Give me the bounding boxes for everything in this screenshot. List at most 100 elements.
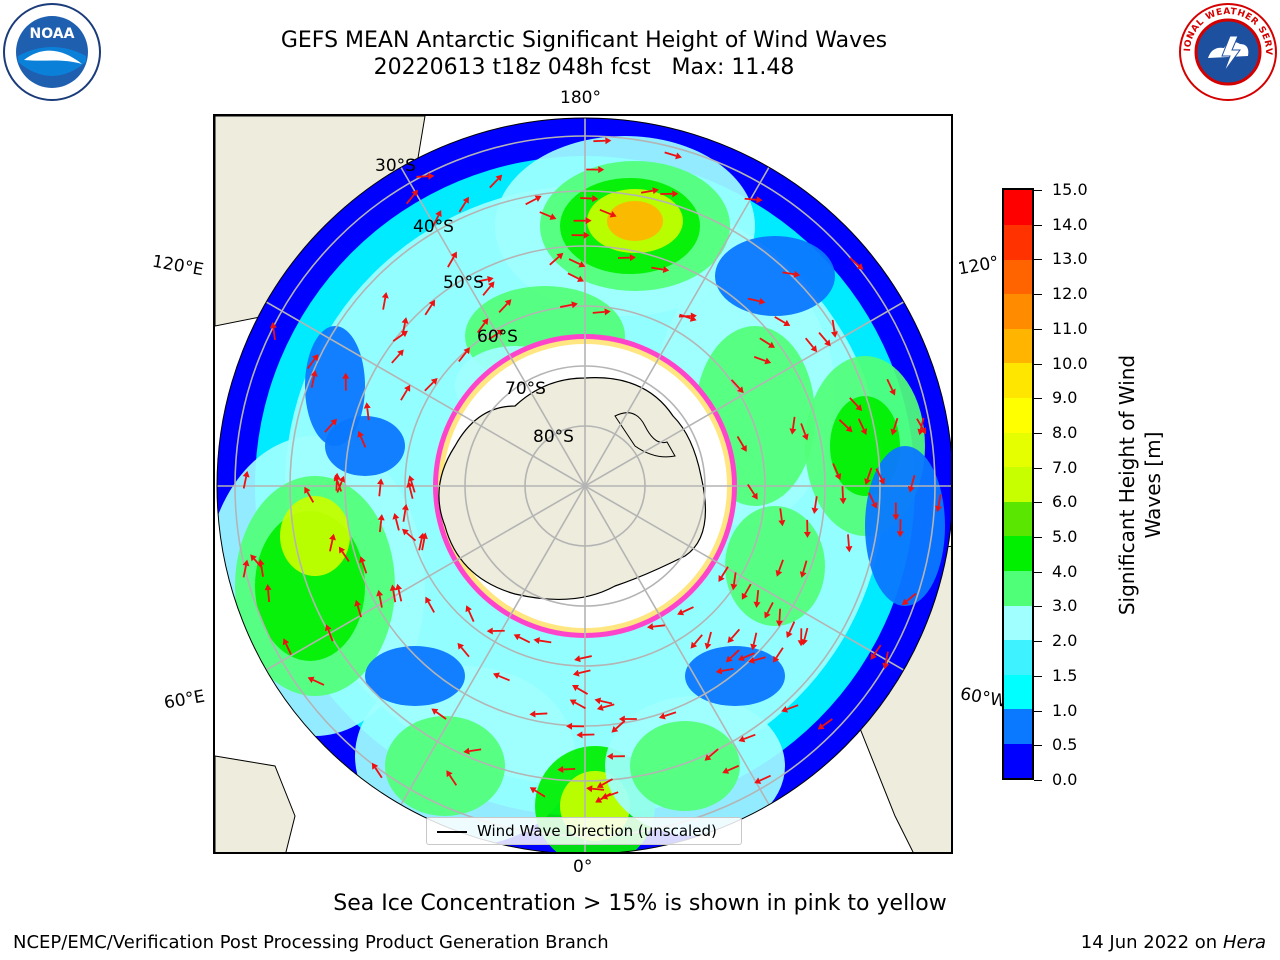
- colorbar-segment: [1004, 535, 1032, 571]
- wave-direction-arrow: [617, 254, 636, 262]
- colorbar-tick-label: 2.0: [1052, 631, 1078, 651]
- wave-direction-arrow: [606, 752, 625, 760]
- wave-direction-arrow: [892, 502, 900, 521]
- colorbar-tick-label: 11.0: [1052, 318, 1088, 338]
- lon-label-60e: 60°E: [162, 686, 207, 714]
- lon-label-0: 0°: [573, 857, 593, 877]
- wave-direction-arrow: [736, 435, 747, 452]
- wave-direction-arrow: [377, 478, 384, 497]
- wave-direction-arrow: [704, 631, 712, 650]
- colorbar-tick-label: 10.0: [1052, 353, 1088, 373]
- wave-direction-arrow: [250, 554, 263, 569]
- wave-direction-arrow: [463, 747, 482, 755]
- wave-direction-arrow: [325, 624, 334, 642]
- latitude-label: 40°S: [413, 217, 454, 237]
- wave-direction-arrow: [432, 210, 442, 227]
- colorbar-tick-label: 15.0: [1052, 180, 1088, 199]
- wave-direction-arrow: [569, 699, 586, 710]
- wave-direction-arrow: [549, 252, 564, 266]
- wave-direction-arrow: [660, 190, 679, 198]
- wave-direction-arrow: [391, 349, 404, 364]
- wind-wave-arrows: [242, 137, 943, 803]
- wave-direction-arrow: [329, 533, 336, 552]
- wave-direction-arrow: [465, 605, 475, 622]
- sea-ice-note: Sea Ice Concentration > 15% is shown in …: [333, 891, 947, 916]
- wave-direction-arrow: [458, 347, 470, 362]
- lon-label-60w: 60°W: [958, 684, 1009, 712]
- wave-direction-arrow: [573, 217, 592, 225]
- wave-direction-arrow: [718, 566, 729, 582]
- wave-direction-arrow: [679, 313, 697, 322]
- noaa-logo: NOAA: [3, 3, 101, 101]
- wave-direction-arrow: [586, 166, 605, 174]
- wave-blob: [385, 716, 505, 816]
- land-antarctic-peninsula: [614, 412, 676, 458]
- wave-blob: [715, 236, 835, 316]
- colorbar-segment: [1004, 293, 1032, 329]
- map-legend: Wind Wave Direction (unscaled): [426, 817, 742, 845]
- colorbar-tick: [1034, 537, 1042, 539]
- wave-direction-arrow: [529, 710, 548, 718]
- colorbar-tick-label: 0.0: [1052, 770, 1078, 789]
- colorbar-tick: [1034, 398, 1042, 400]
- colorbar-segment: [1004, 743, 1032, 778]
- wave-direction-arrow: [431, 708, 447, 720]
- wave-direction-arrow: [342, 372, 350, 391]
- colorbar-tick-label: 7.0: [1052, 457, 1078, 477]
- wave-direction-arrow: [424, 378, 438, 392]
- wave-direction-arrow: [338, 546, 350, 563]
- wave-direction-arrow: [773, 647, 784, 663]
- wave-direction-arrow: [744, 196, 763, 204]
- wave-direction-arrow: [593, 137, 612, 145]
- wave-direction-arrow: [482, 281, 495, 296]
- colorbar-segment: [1004, 674, 1032, 710]
- wave-direction-arrow: [886, 378, 896, 396]
- wave-direction-arrow: [753, 355, 772, 365]
- lon-label-180: 180°: [560, 88, 601, 108]
- wave-direction-arrow: [764, 602, 774, 619]
- wave-direction-arrow: [525, 195, 542, 206]
- wave-direction-arrow: [574, 655, 592, 663]
- wave-direction-arrow: [804, 337, 818, 353]
- colorbar-tick-label: 8.0: [1052, 422, 1078, 442]
- wave-direction-arrow: [789, 416, 797, 435]
- legend-line-sample: [437, 831, 467, 833]
- wave-direction-arrow: [664, 151, 682, 160]
- wave-direction-arrow: [389, 584, 397, 603]
- wave-direction-arrow: [870, 644, 882, 660]
- wave-direction-arrow: [539, 211, 557, 220]
- wave-direction-arrow: [282, 638, 292, 655]
- wave-direction-arrow: [457, 642, 470, 658]
- wave-direction-arrow: [363, 402, 371, 421]
- footer-machine: Hera: [1222, 932, 1266, 953]
- wave-direction-arrow: [572, 669, 591, 677]
- wave-direction-arrow: [400, 384, 411, 401]
- colorbar-tick: [1034, 675, 1042, 677]
- wave-direction-arrow: [571, 231, 590, 239]
- land-africa: [215, 755, 296, 852]
- wave-direction-arrow: [832, 463, 842, 481]
- wave-direction-arrow: [658, 711, 677, 720]
- wave-direction-arrow: [359, 556, 368, 574]
- map-frame: 30°S 40°S 50°S 60°S 70°S 80°S: [213, 114, 953, 854]
- colorbar-tick: [1034, 780, 1042, 781]
- wave-direction-arrow: [567, 272, 584, 282]
- wave-direction-arrow: [704, 748, 719, 761]
- polar-map: 30°S 40°S 50°S 60°S 70°S 80°S: [215, 116, 951, 852]
- wave-blob: [725, 506, 825, 626]
- wave-direction-arrow: [730, 379, 744, 394]
- latitude-label: 30°S: [375, 156, 416, 176]
- wave-direction-arrow: [371, 762, 383, 779]
- wave-direction-arrow: [725, 649, 740, 663]
- wave-direction-arrow: [839, 486, 847, 505]
- wave-direction-arrow: [401, 528, 417, 542]
- wave-direction-arrow: [916, 418, 926, 435]
- wave-direction-arrow: [730, 572, 738, 591]
- wave-direction-arrow: [446, 770, 458, 786]
- colorbar-tick: [1034, 294, 1042, 296]
- colorbar-tick: [1034, 467, 1042, 469]
- wave-direction-arrow: [357, 430, 367, 448]
- wave-direction-arrow: [778, 508, 786, 527]
- colorbar: [1002, 188, 1034, 780]
- colorbar-segment: [1004, 432, 1032, 468]
